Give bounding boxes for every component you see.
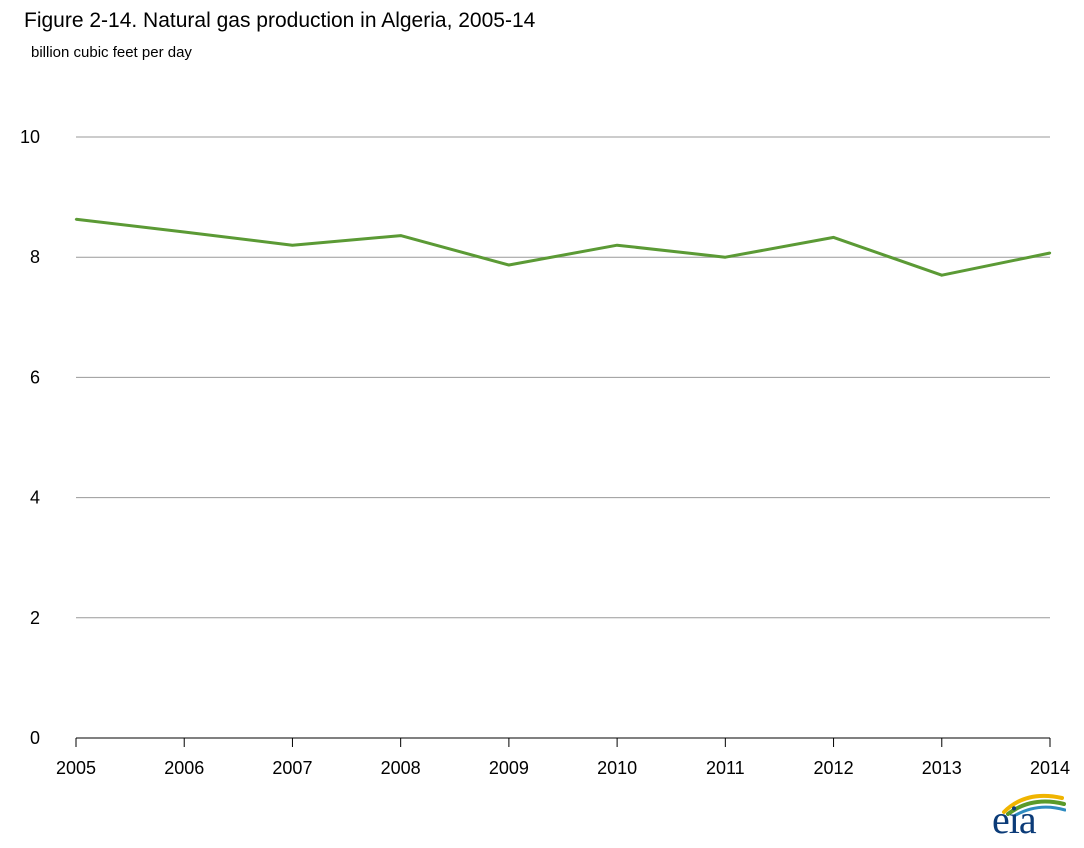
data-point: [183, 230, 186, 234]
x-tick-label: 2008: [381, 758, 421, 778]
y-tick-label: 6: [30, 367, 40, 387]
gridlines: [76, 136, 1050, 619]
data-point: [399, 234, 402, 237]
x-tick-label: 2007: [272, 758, 312, 778]
x-axis: 2005 2006 2007 2008 2009 2010 2011 2012 2013 2014: [56, 737, 1070, 778]
eia-logo: eia: [992, 788, 1066, 844]
y-tick-label: 10: [20, 127, 40, 147]
x-tick-label: 2010: [597, 758, 637, 778]
data-point: [724, 256, 727, 259]
data-point: [832, 236, 835, 239]
data-point: [940, 274, 943, 277]
data-point: [291, 243, 294, 247]
eia-swoosh-icon: [1002, 793, 1066, 818]
x-tick-label: 2014: [1030, 758, 1070, 778]
data-point: [74, 218, 78, 221]
x-tick-label: 2005: [56, 758, 96, 778]
eia-logo-text: eia: [992, 797, 1037, 842]
data-point: [1048, 251, 1052, 255]
x-tick-label: 2006: [164, 758, 204, 778]
x-tick-label: 2013: [922, 758, 962, 778]
y-tick-label: 4: [30, 488, 40, 508]
chart-title: Figure 2-14. Natural gas production in A…: [24, 9, 536, 32]
series-line-0: [75, 217, 1051, 277]
data-point: [507, 263, 511, 267]
y-tick-label: 0: [30, 728, 40, 748]
y-axis-unit-label: billion cubic feet per day: [31, 44, 192, 61]
y-tick-label: 2: [30, 608, 40, 628]
x-tick-label: 2011: [706, 758, 745, 778]
series-lines: [74, 217, 1052, 277]
x-tick-label: 2012: [814, 758, 854, 778]
x-tick-label: 2009: [489, 758, 529, 778]
y-tick-label: 8: [30, 247, 40, 267]
y-axis-ticks: 0 2 4 6 8 10: [20, 127, 40, 748]
data-point: [615, 243, 619, 247]
